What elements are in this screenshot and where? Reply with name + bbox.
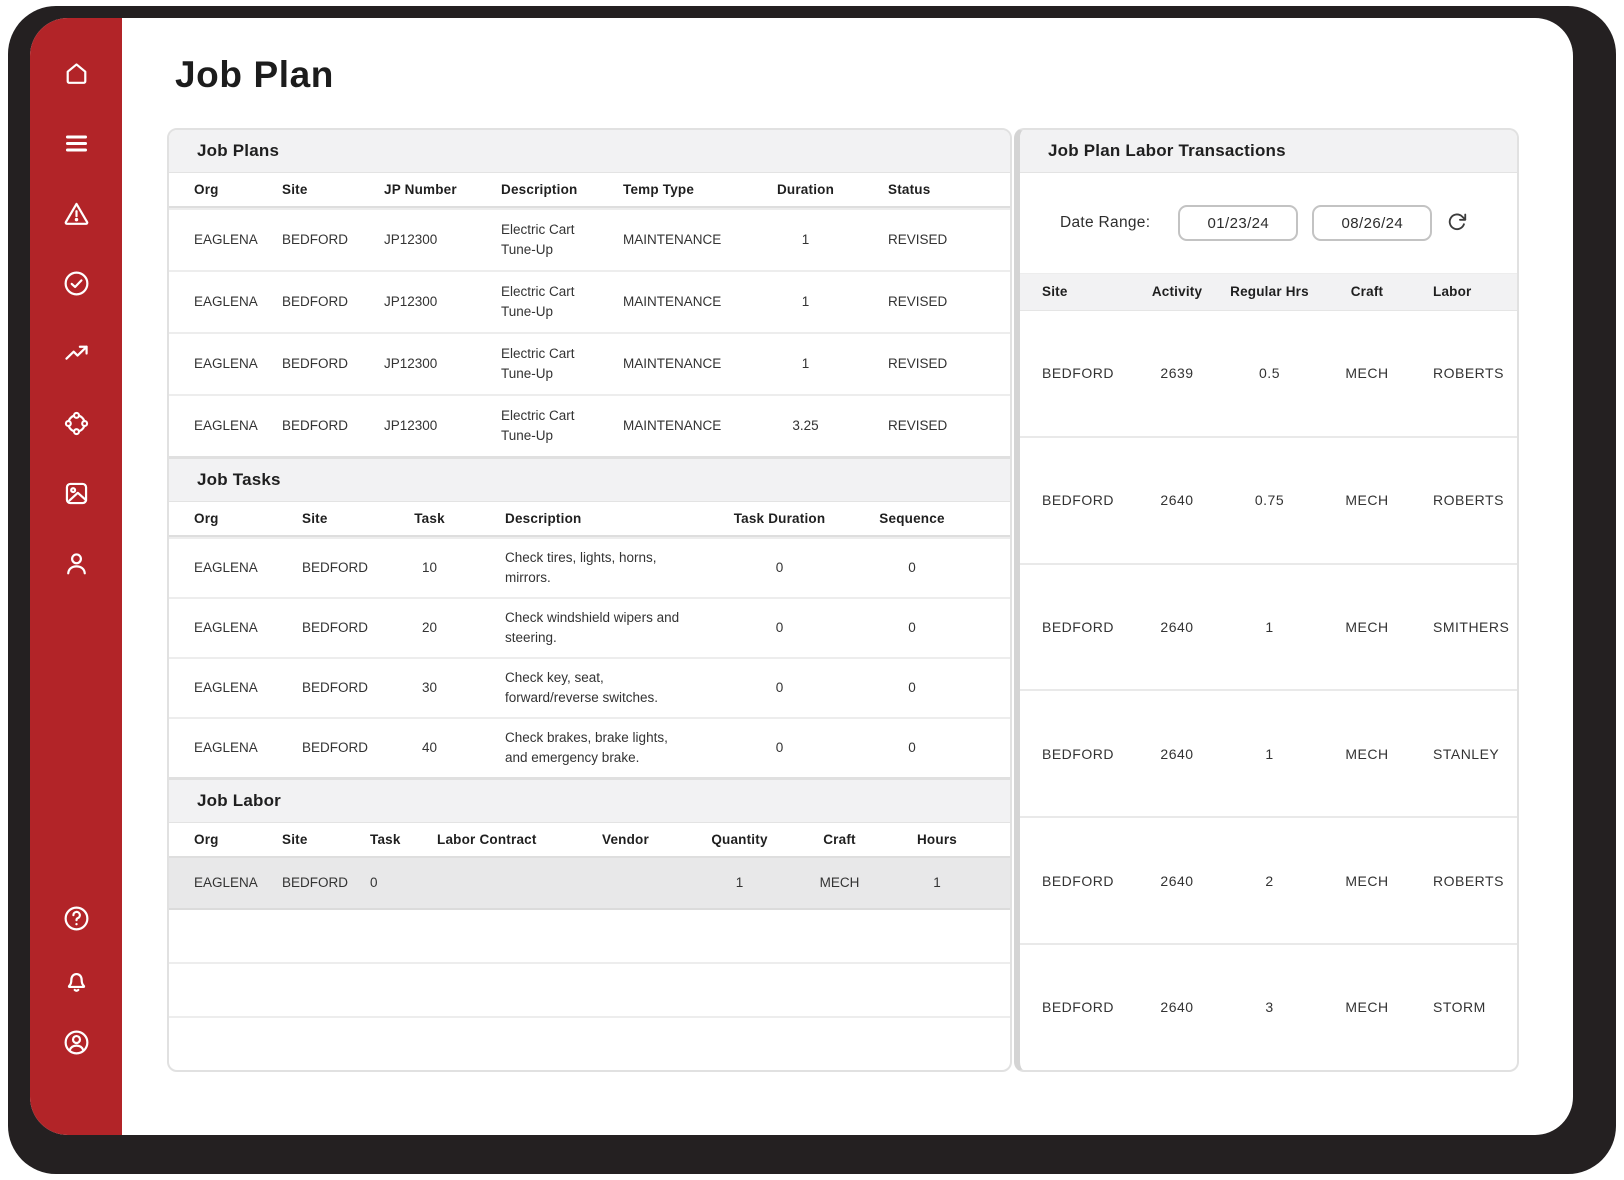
col-description: Description [501,181,578,197]
people-nav-button[interactable] [59,548,93,582]
gallery-nav-button[interactable] [59,478,93,512]
job-tasks-column-headers: Org Site Task Description Task Duration … [169,502,1010,537]
job-labor-row-selected[interactable]: EAGLENA BEDFORD 0 1 MECH 1 [169,858,1010,910]
transactions-column-headers: Site Activity Regular Hrs Craft Labor [1020,274,1517,311]
home-nav-button[interactable] [59,58,93,92]
date-range-label: Date Range: [1060,214,1151,231]
check-circle-icon [61,268,92,302]
transaction-row[interactable]: BEDFORD 2640 1 MECH STANLEY [1020,689,1517,816]
sidebar-bottom-icons [59,903,93,1061]
col-vendor: Vendor [602,831,649,847]
job-task-row[interactable]: EAGLENA BEDFORD 20 Check windshield wipe… [169,597,1010,657]
job-plans-title: Job Plans [197,141,280,160]
job-plan-row[interactable]: EAGLENA BEDFORD JP12300 Electric Cart Tu… [169,394,1010,456]
col-craft: Craft [823,831,856,847]
notifications-button[interactable] [59,965,93,999]
job-labor-empty-rows [169,910,1010,1070]
col-jp-number: JP Number [384,181,457,197]
page-title: Job Plan [175,54,334,95]
col-site: Site [282,181,308,197]
col-temp-type: Temp Type [623,181,695,197]
job-tasks-title: Job Tasks [197,470,281,489]
help-button[interactable] [59,903,93,937]
network-nav-button[interactable] [59,408,93,442]
transaction-row[interactable]: BEDFORD 2640 2 MECH ROBERTS [1020,816,1517,943]
col-activity: Activity [1151,284,1203,300]
col-hours: Hours [916,831,957,847]
job-task-row[interactable]: EAGLENA BEDFORD 30 Check key, seat, forw… [169,657,1010,717]
home-icon [61,58,92,92]
col-org: Org [194,831,219,847]
refresh-icon [1446,211,1468,236]
job-task-row[interactable]: EAGLENA BEDFORD 40 Check brakes, brake l… [169,717,1010,777]
col-labor: Labor [1433,284,1472,300]
transaction-row[interactable]: BEDFORD 2640 1 MECH SMITHERS [1020,562,1517,690]
alert-triangle-icon [61,198,92,232]
labor-transactions-panel: Job Plan Labor Transactions Date Range: … [1014,128,1519,1072]
job-plan-panel: Job Plans Org Site JP Number Description… [167,128,1012,1072]
col-craft: Craft [1350,284,1384,300]
trending-up-icon [61,338,92,372]
job-labor-column-headers: Org Site Task Labor Contract Vendor Quan… [169,823,1010,858]
transactions-title: Job Plan Labor Transactions [1048,141,1286,160]
job-plans-column-headers: Org Site JP Number Description Temp Type… [169,173,1010,208]
col-task-duration: Task Duration [733,510,826,526]
date-from-input[interactable] [1178,205,1299,241]
col-site: Site [302,510,328,526]
trends-nav-button[interactable] [59,338,93,372]
job-labor-title: Job Labor [197,791,281,810]
col-site: Site [282,831,308,847]
menu-icon [61,128,92,162]
date-range-controls: Date Range: [1020,173,1517,274]
col-regular-hrs: Regular Hrs [1230,284,1309,300]
col-org: Org [194,510,219,526]
job-plan-row[interactable]: EAGLENA BEDFORD JP12300 Electric Cart Tu… [169,270,1010,332]
sidebar [30,18,122,1135]
tasks-nav-button[interactable] [59,268,93,302]
col-description: Description [505,510,582,526]
image-icon [61,478,92,512]
empty-row[interactable] [169,1016,1010,1070]
col-status: Status [888,181,931,197]
bell-icon [61,965,92,999]
transaction-row[interactable]: BEDFORD 2640 0.75 MECH ROBERTS [1020,435,1517,563]
refresh-button[interactable] [1442,208,1472,238]
job-plans-section-header: Job Plans [169,130,1010,173]
col-sequence: Sequence [879,510,945,526]
col-org: Org [194,181,219,197]
date-to-input[interactable] [1312,205,1433,241]
col-site: Site [1042,284,1068,300]
job-plan-row[interactable]: EAGLENA BEDFORD JP12300 Electric Cart Tu… [169,208,1010,270]
main-content: Job Plan Job Plans Org Site JP Number De… [122,18,1573,1135]
account-circle-icon [61,1027,92,1061]
sidebar-top-icons [59,58,93,582]
col-quantity: Quantity [711,831,768,847]
job-task-row[interactable]: EAGLENA BEDFORD 10 Check tires, lights, … [169,537,1010,597]
job-tasks-section-header: Job Tasks [169,456,1010,502]
empty-row[interactable] [169,962,1010,1016]
col-task: Task [370,831,401,847]
col-duration: Duration [776,181,835,197]
app-window: Job Plan Job Plans Org Site JP Number De… [30,18,1573,1135]
transaction-row[interactable]: BEDFORD 2640 3 MECH STORM [1020,943,1517,1070]
help-circle-icon [61,903,92,937]
transactions-section-header: Job Plan Labor Transactions [1020,130,1517,173]
alerts-nav-button[interactable] [59,198,93,232]
transaction-row[interactable]: BEDFORD 2639 0.5 MECH ROBERTS [1042,365,1504,382]
job-labor-section-header: Job Labor [169,777,1010,823]
col-labor-contract: Labor Contract [437,831,537,847]
empty-row[interactable] [169,910,1010,962]
col-task: Task [414,510,445,526]
menu-button[interactable] [59,128,93,162]
user-icon [61,548,92,582]
job-plan-row[interactable]: EAGLENA BEDFORD JP12300 Electric Cart Tu… [169,332,1010,394]
window-frame: Job Plan Job Plans Org Site JP Number De… [8,6,1616,1174]
network-hub-icon [61,408,92,442]
transactions-table-body: BEDFORD 2639 0.5 MECH ROBERTS BEDFORD 26… [1020,311,1517,1070]
account-button[interactable] [59,1027,93,1061]
